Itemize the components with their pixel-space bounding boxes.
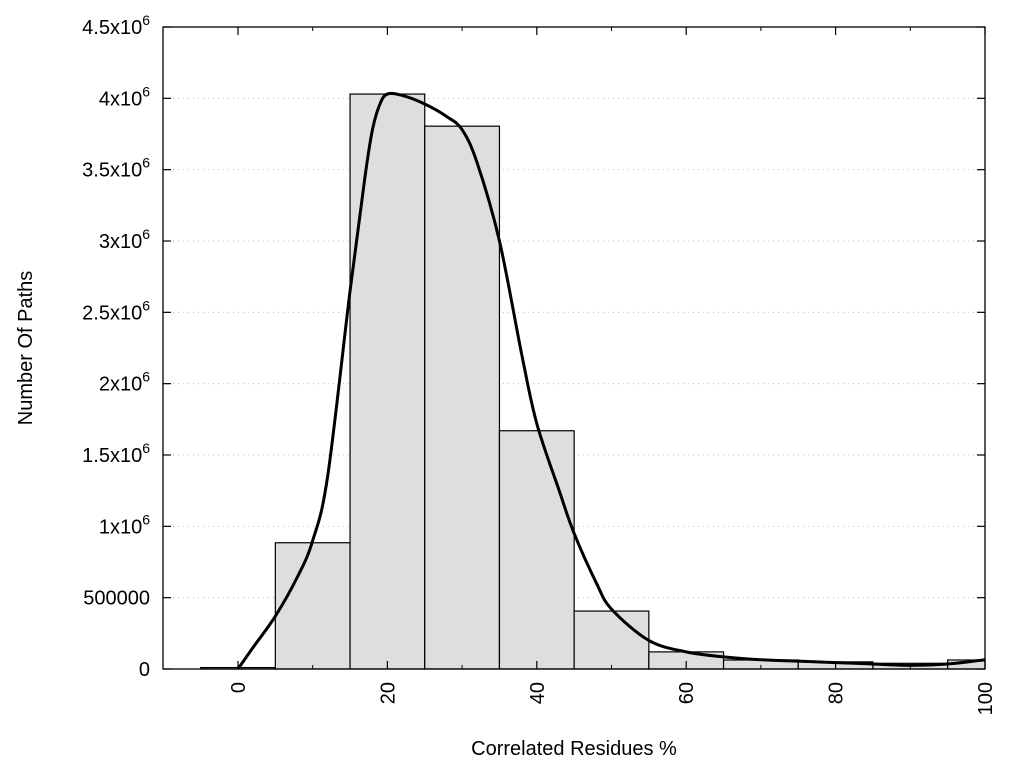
bars <box>200 93 986 670</box>
y-axis-title: Number Of Paths <box>15 271 37 426</box>
y-tick-label: 2x106 <box>99 369 150 396</box>
plot-frame <box>162 26 986 670</box>
y-tick-label: 0 <box>139 659 150 681</box>
y-tick-label: 3x106 <box>99 226 150 253</box>
bar <box>573 610 650 670</box>
x-tick-label: 20 <box>377 682 399 704</box>
bar <box>349 93 426 670</box>
y-tick-label: 1x106 <box>99 511 150 538</box>
bar <box>274 542 351 670</box>
axis-ticks: 0 500000 1x106 1.5x106 2x106 2.5x106 3x106 3.5x… <box>82 12 997 715</box>
y-tick-label: 2.5x106 <box>82 297 150 324</box>
y-tick-label: 4x106 <box>99 83 150 110</box>
y-tick-label: 3.5x106 <box>82 155 150 182</box>
x-tick-label: 60 <box>676 682 698 704</box>
x-tick-label: 100 <box>975 682 997 715</box>
x-axis-title: Correlated Residues % <box>471 738 677 760</box>
density-curve <box>236 91 986 670</box>
x-tick-label: 80 <box>826 682 848 704</box>
x-tick-label: 40 <box>527 682 549 704</box>
y-tick-label: 500000 <box>83 588 150 610</box>
y-tick-label: 1.5x106 <box>82 440 150 467</box>
y-tick-label: 4.5x106 <box>82 12 150 39</box>
x-tick-label: 0 <box>228 682 250 693</box>
bar <box>498 430 575 670</box>
bar <box>424 125 501 670</box>
